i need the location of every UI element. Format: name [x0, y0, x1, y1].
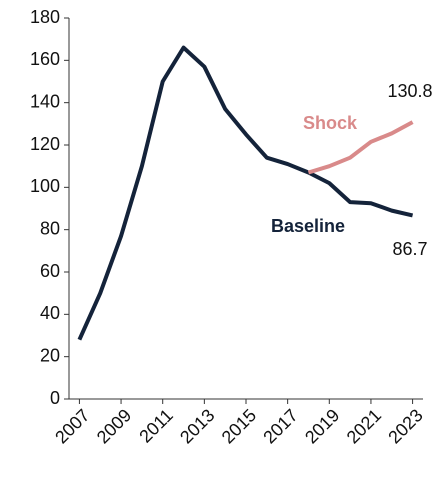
series-label: Shock [303, 113, 358, 133]
y-tick-label: 80 [40, 218, 60, 238]
y-tick-label: 40 [40, 303, 60, 323]
y-tick-label: 180 [30, 7, 60, 27]
series-label: Baseline [271, 216, 345, 236]
y-tick-label: 120 [30, 134, 60, 154]
y-tick-label: 60 [40, 261, 60, 281]
y-tick-label: 0 [50, 388, 60, 408]
y-tick-label: 100 [30, 176, 60, 196]
y-tick-label: 140 [30, 91, 60, 111]
y-tick-label: 160 [30, 49, 60, 69]
x-tick-label: 2009 [93, 405, 135, 447]
series-line [307, 120, 414, 175]
x-tick-label: 2023 [384, 405, 426, 447]
series-line [77, 45, 414, 341]
x-tick-label: 2019 [301, 405, 343, 447]
end-value-label: 130.8 [387, 81, 432, 101]
x-tick-label: 2013 [176, 405, 218, 447]
x-tick-label: 2021 [343, 405, 385, 447]
x-tick-label: 2011 [135, 405, 177, 447]
y-tick-label: 20 [40, 345, 60, 365]
x-tick-label: 2007 [51, 405, 93, 447]
end-value-label: 86.7 [392, 239, 427, 259]
x-tick-label: 2015 [218, 405, 260, 447]
x-tick-label: 2017 [259, 405, 301, 447]
